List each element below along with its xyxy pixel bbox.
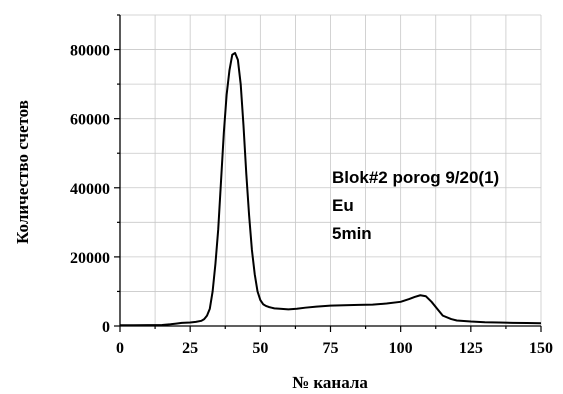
series-line xyxy=(120,52,542,327)
y-axis-title: Количество счетов xyxy=(13,100,32,244)
x-tick-label: 100 xyxy=(389,340,413,357)
y-tick-label: 40000 xyxy=(70,181,110,198)
y-tick-label: 80000 xyxy=(70,43,110,60)
series-layer xyxy=(120,52,542,327)
x-tick-label: 50 xyxy=(252,340,268,357)
y-tick-label: 20000 xyxy=(70,250,110,267)
grid xyxy=(120,14,542,326)
annotation-title: Blok#2 porog 9/20(1) xyxy=(332,168,499,187)
x-tick-label: 0 xyxy=(116,340,124,357)
labels: 0 25 50 75 100 125 150 0 20000 40000 60000 80000 xyxy=(70,43,553,357)
x-tick-label: 150 xyxy=(529,340,553,357)
y-tick-label: 60000 xyxy=(70,112,110,129)
x-tick-label: 25 xyxy=(182,340,198,357)
annotation-source: Eu xyxy=(332,196,354,215)
axes xyxy=(114,14,542,332)
x-axis-title: № канала xyxy=(292,373,368,392)
y-tick-label: 0 xyxy=(102,319,110,336)
x-tick-label: 75 xyxy=(323,340,339,357)
annotation: Blok#2 porog 9/20(1) Eu 5min xyxy=(332,168,499,243)
x-tick-label: 125 xyxy=(459,340,483,357)
annotation-duration: 5min xyxy=(332,224,372,243)
